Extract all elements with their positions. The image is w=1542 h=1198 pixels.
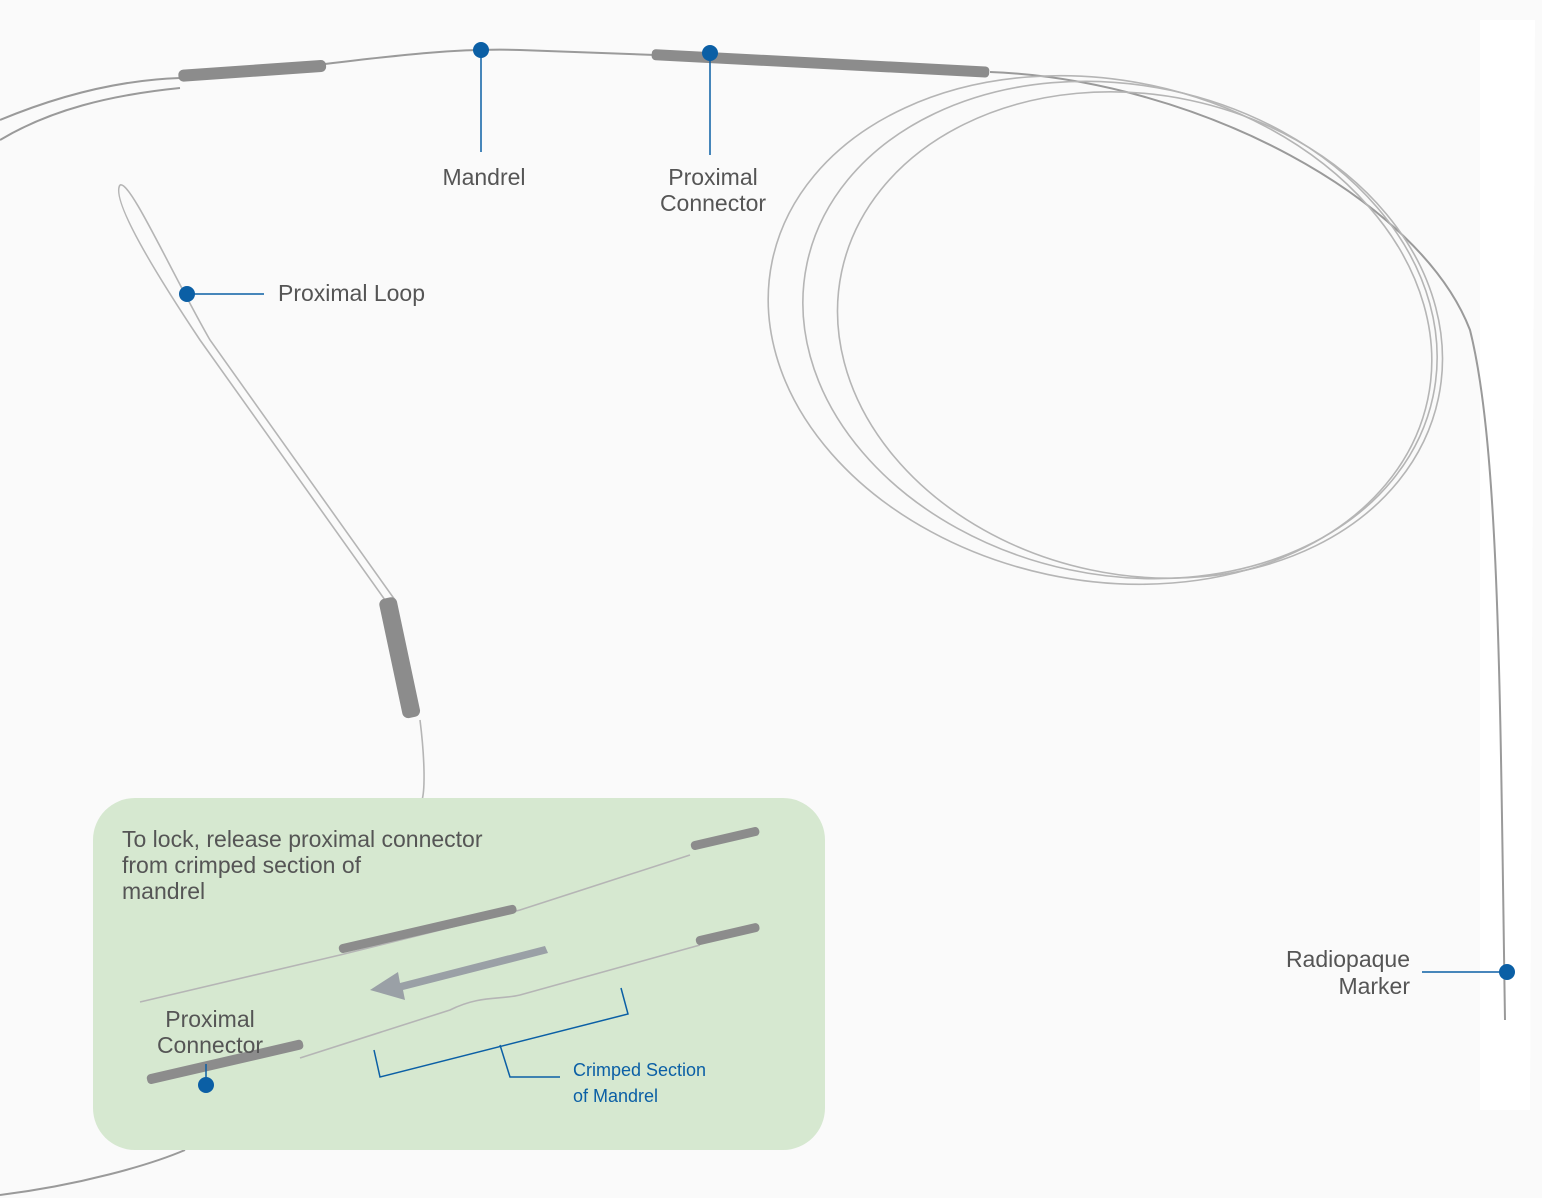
callout-proximal-connector: Proximal Connector	[660, 45, 766, 216]
arrow	[370, 946, 548, 1000]
instruction: from crimped section of	[122, 852, 362, 878]
label: Proximal	[668, 164, 757, 190]
instruction: mandrel	[122, 878, 205, 904]
callout-mandrel: Mandrel	[442, 42, 526, 190]
label: Proximal	[165, 1006, 254, 1032]
inset-panel: To lock, release proximal connector from…	[93, 798, 825, 1150]
callout-radiopaque-marker: Radiopaque Marker	[1286, 946, 1515, 999]
instruction: To lock, release proximal connector	[122, 826, 483, 852]
label: Proximal Loop	[278, 280, 425, 306]
label: Radiopaque	[1286, 946, 1410, 972]
label: Connector	[157, 1032, 263, 1058]
label: Mandrel	[442, 164, 525, 190]
guidewire	[0, 48, 1506, 1196]
label: Crimped Section	[573, 1060, 706, 1080]
callout-proximal-loop: Proximal Loop	[179, 280, 425, 306]
label: of Mandrel	[573, 1086, 658, 1106]
label: Marker	[1338, 973, 1410, 999]
background-panel	[1480, 20, 1535, 1110]
label: Connector	[660, 190, 766, 216]
